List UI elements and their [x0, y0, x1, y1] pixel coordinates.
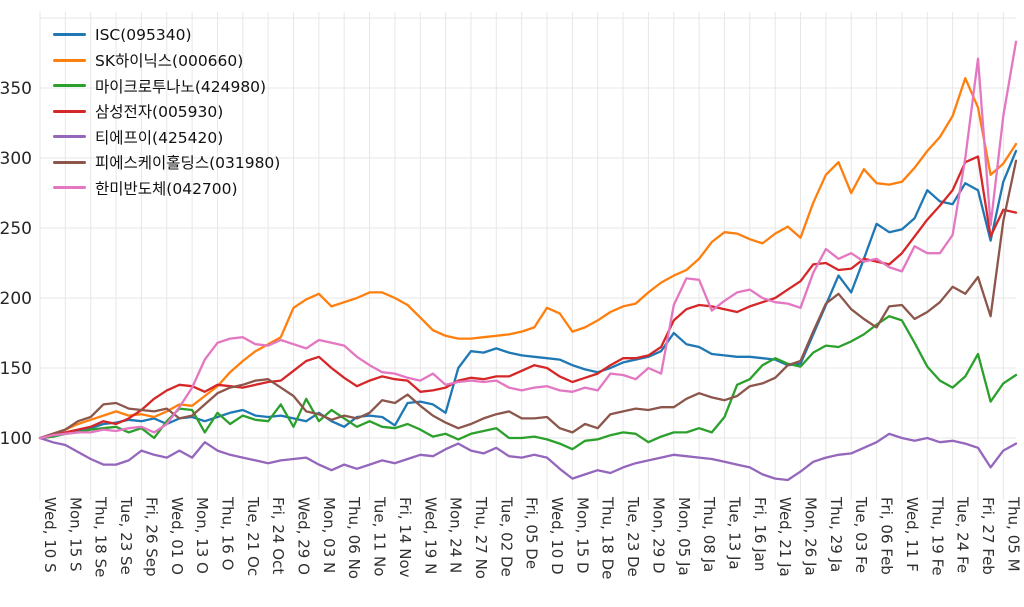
x-axis-tick-label: Wed, 10 S: [41, 497, 59, 573]
x-axis-tick-label: Tue, 02 De: [497, 496, 515, 577]
legend-label: 티에프이(425420): [95, 128, 224, 147]
legend-item: 마이크로투나노(424980): [53, 73, 280, 99]
series-line-피에스케이홀딩스(031980): [38, 159, 1018, 440]
y-axis-tick-label: 300: [0, 149, 32, 169]
x-axis-tick-label: Thu, 19 Fe: [928, 496, 946, 576]
legend-line-swatch-icon: [53, 160, 86, 164]
x-axis-tick-label: Mon, 26 Ja: [802, 497, 820, 576]
x-axis-tick-label: Tue, 23 De: [624, 496, 642, 577]
x-axis-tick-label: Tue, 24 Fe: [954, 496, 972, 573]
x-axis-tick-label: Thu, 16 O: [218, 496, 236, 570]
legend-line-swatch-icon: [53, 135, 86, 139]
x-axis-tick-label: Fri, 24 Oct: [269, 497, 287, 574]
legend-line-swatch-icon: [53, 58, 86, 62]
legend-line-swatch-icon: [53, 33, 86, 37]
x-axis-tick-label: Thu, 05 M: [1004, 496, 1022, 572]
legend-label: SK하이닉스(000660): [95, 52, 244, 71]
legend-item: ISC(095340): [53, 22, 280, 48]
y-axis-tick-label: 100: [0, 429, 32, 449]
x-axis-tick-label: Tue, 03 Fe: [852, 496, 870, 573]
x-axis-tick-label: Fri, 26 Sep: [142, 497, 160, 577]
legend-item: 한미반도체(042700): [53, 175, 280, 201]
x-axis-tick-label: Tue, 11 No: [371, 496, 389, 576]
x-axis-tick-label: Wed, 21 Ja: [776, 497, 794, 577]
legend-label: 한미반도체(042700): [95, 179, 238, 198]
x-axis-tick-label: Wed, 29 O: [295, 497, 313, 575]
y-axis-tick-label: 150: [0, 359, 32, 379]
legend-label: 피에스케이홀딩스(031980): [95, 154, 281, 173]
x-axis-tick-label: Thu, 08 Ja: [700, 496, 718, 572]
x-axis-tick-label: Thu, 06 No: [345, 496, 363, 579]
y-axis-tick-label: 200: [0, 289, 32, 309]
legend-label: ISC(095340): [95, 25, 192, 44]
x-axis-tick-label: Mon, 13 O: [193, 497, 211, 574]
x-axis-tick-label: Mon, 15 S: [66, 497, 84, 572]
x-axis-tick-label: Tue, 23 Se: [117, 496, 135, 575]
x-axis-tick-label: Mon, 03 N: [320, 497, 338, 573]
x-axis-tick-label: Wed, 10 D: [548, 497, 566, 575]
x-axis-tick-label: Thu, 18 De: [599, 496, 617, 579]
series-line-티에프이(425420): [38, 432, 1018, 482]
legend-line-swatch-icon: [53, 109, 86, 113]
x-axis-tick-label: Thu, 29 Ja: [827, 496, 845, 572]
x-axis-tick-label: Fri, 05 De: [523, 497, 541, 569]
legend-line-swatch-icon: [53, 186, 86, 190]
series-line-삼성전자(005930): [38, 155, 1018, 440]
x-axis-tick-label: Fri, 14 Nov: [396, 497, 414, 578]
x-axis-tick-label: Fri, 27 Feb: [979, 497, 997, 575]
y-axis-tick-label: 250: [0, 219, 32, 239]
series-line-ISC(095340): [38, 149, 1018, 440]
series-line-한미반도체(042700): [38, 40, 1018, 440]
series-line-마이크로투나노(424980): [38, 315, 1018, 451]
chart-legend: ISC(095340) SK하이닉스(000660) 마이크로투나노(424980)…: [53, 22, 280, 201]
x-axis-tick-label: Wed, 01 O: [168, 497, 186, 575]
x-axis-tick-label: Mon, 05 Ja: [675, 497, 693, 576]
x-axis-tick-label: Thu, 27 No: [472, 496, 490, 579]
x-axis-tick-label: Mon, 15 D: [573, 497, 591, 574]
legend-line-swatch-icon: [53, 84, 86, 88]
x-axis-tick-label: Mon, 24 N: [447, 497, 465, 573]
legend-item: SK하이닉스(000660): [53, 48, 280, 74]
legend-label: 삼성전자(005930): [95, 103, 224, 122]
x-axis-tick-label: Fri, 06 Feb: [878, 497, 896, 575]
legend-item: 티에프이(425420): [53, 124, 280, 150]
x-axis-tick-label: Tue, 21 Oc: [244, 496, 262, 576]
series-line-SK하이닉스(000660): [38, 77, 1018, 440]
x-axis-tick-label: Fri, 16 Jan: [751, 497, 769, 571]
x-axis-tick-label: Tue, 13 Ja: [725, 496, 743, 570]
y-axis-tick-label: 350: [0, 79, 32, 99]
x-axis-tick-label: Wed, 19 N: [421, 497, 439, 574]
legend-item: 삼성전자(005930): [53, 99, 280, 125]
x-axis-tick-label: Mon, 29 D: [649, 497, 667, 574]
legend-label: 마이크로투나노(424980): [95, 77, 267, 96]
x-axis-tick-label: Wed, 11 F: [903, 497, 921, 572]
legend-item: 피에스케이홀딩스(031980): [53, 150, 280, 176]
x-axis-tick-label: Thu, 18 Se: [92, 496, 110, 577]
